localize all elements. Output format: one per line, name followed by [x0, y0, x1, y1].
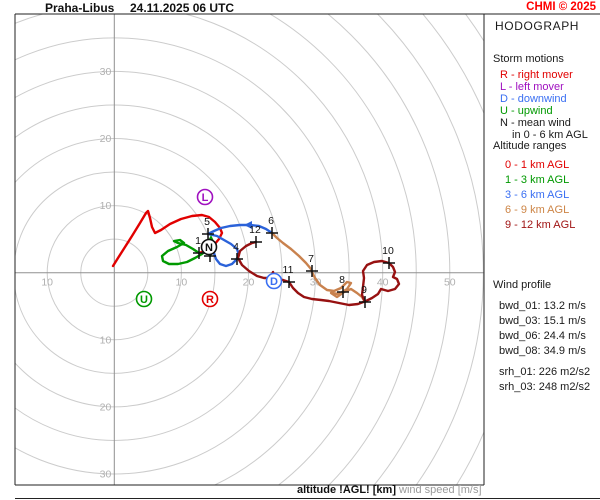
storm-motions-list: R - right mover L - left mover D - downwin… [500, 69, 588, 141]
altitude-marker-label-11: 11 [283, 264, 294, 276]
altitude-marker-label-1: 1 [195, 235, 201, 247]
storm-motion-U: U - upwind [500, 105, 553, 117]
altitude-marker-10km: 10 [382, 245, 395, 269]
altitude-marker-11km: 11 [283, 264, 295, 288]
srh-value-1: srh_03: 248 m2/s2 [499, 381, 591, 393]
altitude-ranges-list: 0 - 1 km AGL 1 - 3 km AGL 3 - 6 km AGL 6 - … [505, 158, 575, 233]
legend-panel: HODOGRAPH Storm motions R - right mover L… [488, 14, 600, 485]
altitude-range-4: 9 - 12 km AGL [505, 219, 576, 231]
altitude-marker-12km: 12 [249, 224, 262, 248]
storm-motion-marker-D: D [265, 272, 283, 290]
altitude-marker-7km: 7 [306, 253, 318, 277]
brand-copyright: CHMI © 2025 [526, 1, 596, 13]
bwd-value-3: bwd_08: 34.9 m/s [499, 345, 586, 357]
h-axis-label-30-right: 30 [310, 277, 322, 289]
altitude-marker-label-6: 6 [268, 215, 274, 227]
wind-trace-9-12km [236, 240, 401, 307]
storm-motion-N-sub: in 0 - 6 km AGL [512, 129, 588, 141]
storm-motions-heading: Storm motions [493, 53, 564, 65]
altitude-marker-8km: 8 [337, 274, 349, 298]
wind-speed-axis-caption: wind speed [m/s] [399, 484, 482, 496]
h-axis-label-10-right: 10 [176, 277, 188, 289]
altitude-marker-label-10: 10 [382, 245, 394, 257]
v-axis-label-20-up: 20 [100, 133, 112, 145]
svg-text:D: D [270, 276, 278, 288]
v-axis-label-10-up: 10 [100, 200, 112, 212]
storm-motion-N: N - mean wind [500, 117, 571, 129]
altitude-axis-caption: altitude !AGL! [km] [297, 484, 396, 496]
altitude-range-3: 6 - 9 km AGL [505, 204, 570, 216]
altitude-marker-label-4: 4 [233, 241, 239, 253]
altitude-marker-label-12: 12 [249, 224, 261, 236]
altitude-marker-label-7: 7 [308, 253, 314, 265]
storm-motion-marker-R: R [201, 290, 219, 308]
speed-ring-35 [15, 37, 350, 485]
v-axis-label-30-up: 30 [100, 66, 112, 78]
altitude-range-0: 0 - 1 km AGL [505, 159, 570, 171]
storm-motion-marker-N: N [200, 238, 218, 256]
altitude-range-2: 3 - 6 km AGL [505, 189, 570, 201]
storm-motion-marker-U: U [135, 290, 153, 308]
storm-motion-marker-L: L [196, 188, 214, 206]
altitude-marker-9km: 9 [359, 284, 371, 308]
storm-motion-D: D - downwind [500, 93, 567, 105]
speed-ring-40 [15, 14, 384, 485]
bulk-wind-difference-list: bwd_01: 13.2 m/s bwd_03: 15.1 m/s bwd_06: … [499, 299, 586, 359]
bwd-value-0: bwd_01: 13.2 m/s [499, 300, 586, 312]
h-axis-label-20-right: 20 [243, 277, 255, 289]
speed-ring-65 [464, 14, 484, 43]
altitude-marker-label-9: 9 [361, 284, 367, 296]
trace-direction-arrow-1 [244, 221, 252, 229]
h-axis-label-50-right: 50 [444, 277, 456, 289]
altitude-marker-1km: 1 [193, 235, 205, 259]
altitude-marker-label-5: 5 [204, 216, 210, 228]
wind-trace-0-1km [111, 209, 224, 268]
plot-area: 10 10 20 20 30 30 10 10 20 30 40 50 1 4 5 6 7 8 9 10 11 12 L N U… [15, 14, 484, 485]
altitude-marker-6km: 6 [266, 215, 278, 239]
svg-text:L: L [202, 192, 209, 204]
altitude-marker-label-8: 8 [339, 274, 345, 286]
wind-profile-heading: Wind profile [493, 279, 552, 291]
storm-motion-R: R - right mover [500, 69, 573, 81]
storm-relative-helicity-list: srh_01: 226 m2/s2 srh_03: 248 m2/s2 [499, 365, 590, 395]
svg-text:R: R [206, 294, 214, 306]
legend-title: HODOGRAPH [495, 19, 580, 33]
bwd-value-1: bwd_03: 15.1 m/s [499, 315, 586, 327]
altitude-marker-5km: 5 [202, 216, 214, 240]
altitude-range-1: 1 - 3 km AGL [505, 174, 570, 186]
bwd-value-2: bwd_06: 24.4 m/s [499, 330, 586, 342]
altitude-marker-4km: 4 [231, 241, 243, 265]
svg-text:U: U [140, 294, 148, 306]
h-axis-label-40-right: 40 [377, 277, 389, 289]
storm-motion-L: L - left mover [500, 81, 564, 93]
v-axis-label-20-down: 20 [100, 401, 112, 413]
srh-value-0: srh_01: 226 m2/s2 [499, 366, 591, 378]
station-name: Praha-Libus [45, 1, 115, 15]
sounding-datetime: 24.11.2025 06 UTC [130, 1, 235, 15]
h-axis-label-10-left: 10 [41, 277, 53, 289]
svg-text:N: N [205, 242, 213, 254]
v-axis-label-30-down: 30 [100, 469, 112, 481]
altitude-ranges-heading: Altitude ranges [493, 140, 567, 152]
v-axis-label-10-down: 10 [100, 334, 112, 346]
